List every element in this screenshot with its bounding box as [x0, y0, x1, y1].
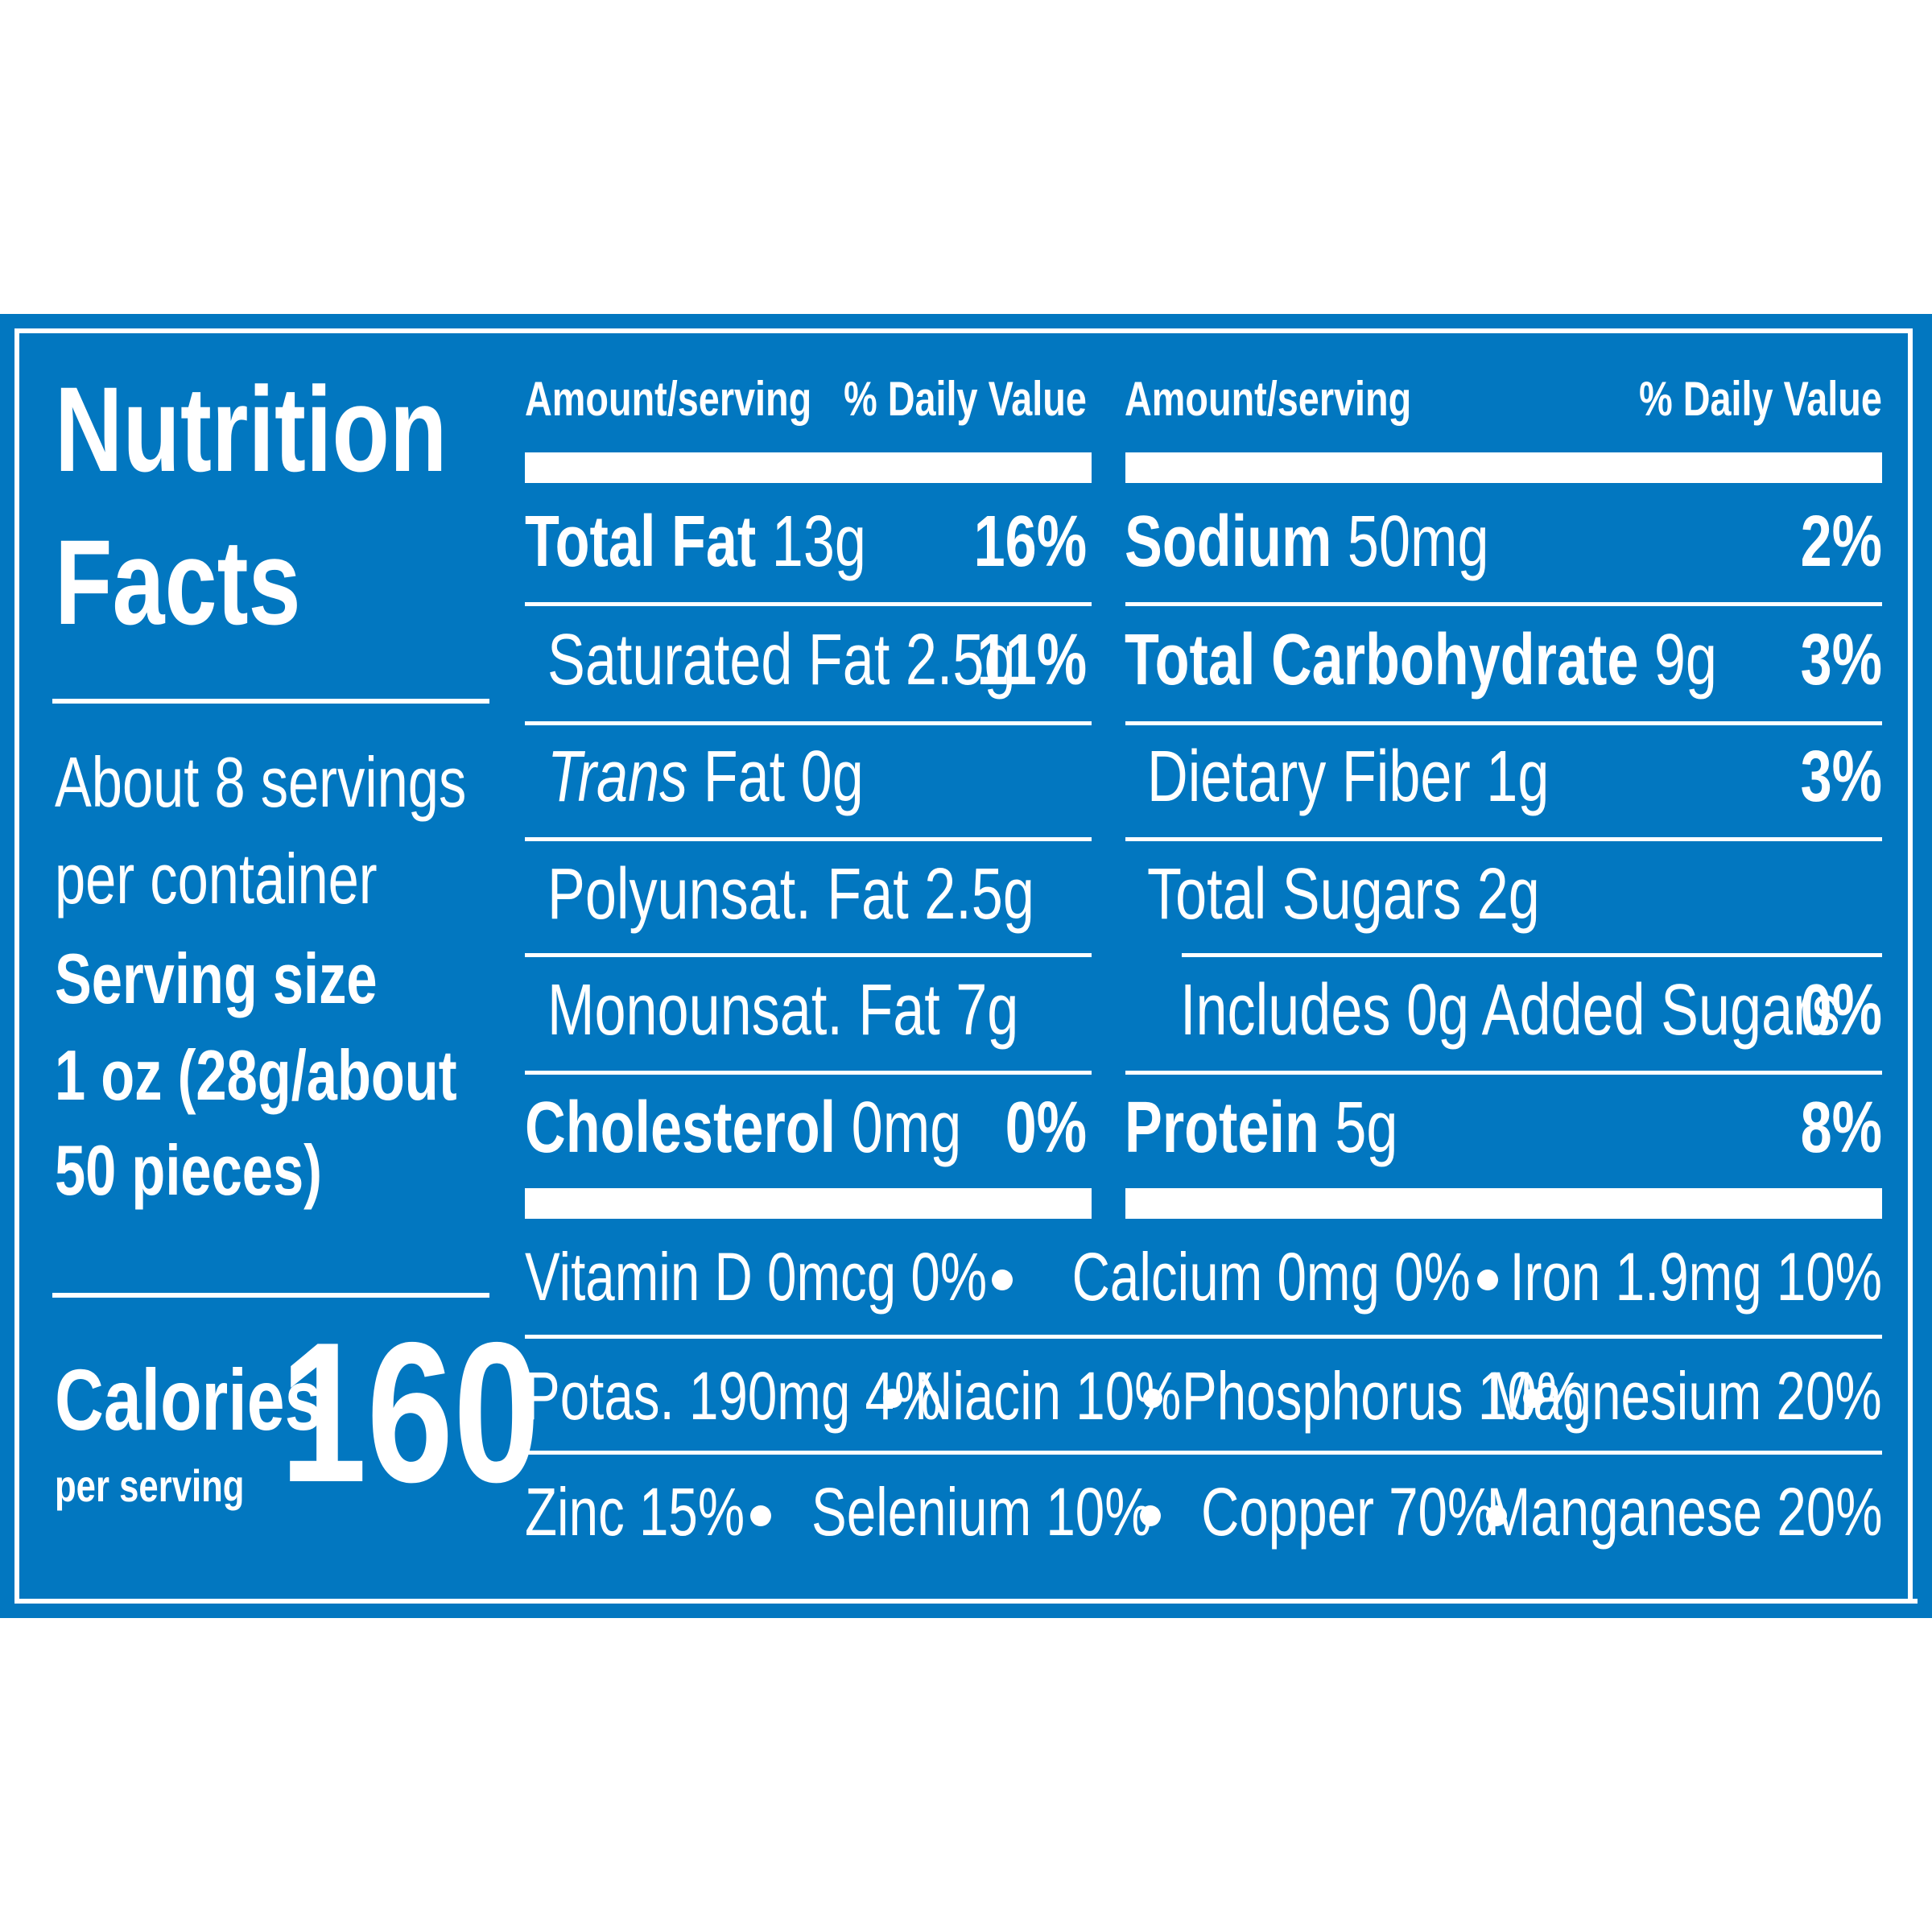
trans-fat-row: Trans Fat 0g: [547, 741, 864, 813]
calories-label: Calories: [55, 1351, 323, 1448]
servings-line1: About 8 servings: [55, 742, 467, 822]
separator-dot: [1523, 1389, 1542, 1408]
rule-left-4: [525, 953, 1092, 957]
added-sugars-dv: 0%: [1800, 970, 1882, 1051]
separator-dot: [992, 1269, 1013, 1290]
cholesterol-amount: 0mg: [851, 1088, 962, 1168]
separator-dot: [750, 1505, 771, 1526]
header-dv-right: % Daily Value: [1639, 372, 1882, 426]
header-dv-left: % Daily Value: [844, 372, 1087, 426]
magnesium: Magnesium 20%: [1488, 1358, 1882, 1434]
trans-fat-rest: Fat 0g: [703, 737, 864, 817]
total-carb-amount: 9g: [1653, 620, 1717, 700]
separator-dot: [883, 1389, 902, 1408]
header-amount-right: Amount/serving: [1125, 372, 1412, 426]
rule-left-5: [525, 1071, 1092, 1075]
header-thick-rule-left: [525, 452, 1092, 483]
total-fat-dv: 16%: [973, 502, 1087, 582]
total-carb-dv: 3%: [1800, 620, 1882, 700]
sodium-dv: 2%: [1800, 502, 1882, 582]
niacin: Niacin 10%: [914, 1358, 1182, 1434]
monounsat-fat-label: Monounsat. Fat 7g: [547, 970, 1019, 1051]
rule-left-3: [525, 837, 1092, 841]
saturated-fat-dv: 11%: [976, 620, 1087, 700]
nutrition-panel: Nutrition Facts About 8 servings per con…: [0, 314, 1932, 1618]
header-amount-left: Amount/serving: [525, 372, 812, 426]
title-nutrition: Nutrition: [55, 361, 448, 497]
potassium: Potas. 190mg 4%: [525, 1358, 942, 1434]
protein-row: Protein 5g: [1125, 1092, 1397, 1164]
serving-size-label: Serving size: [55, 939, 378, 1018]
vitamin-d: Vitamin D 0mcg 0%: [525, 1239, 988, 1315]
dietary-fiber-dv: 3%: [1800, 737, 1882, 817]
servings-line2: per container: [55, 839, 378, 919]
rule-right-4: [1182, 953, 1882, 957]
total-carb-row: Total Carbohydrate 9g: [1125, 624, 1717, 696]
rule-right-5: [1125, 1071, 1882, 1075]
iron: Iron 1.9mg 10%: [1509, 1239, 1882, 1315]
cholesterol-label: Cholesterol: [525, 1088, 836, 1168]
title-facts: Facts: [55, 514, 301, 650]
added-sugars-label: Includes 0g Added Sugars: [1180, 970, 1840, 1051]
rule-left-2: [525, 721, 1092, 725]
protein-amount: 5g: [1335, 1088, 1398, 1168]
calories-value: 160: [280, 1300, 540, 1524]
cholesterol-row: Cholesterol 0mg: [525, 1092, 961, 1164]
saturated-fat-label: Saturated Fat 2.5g: [547, 620, 1016, 700]
rule-right-3: [1125, 837, 1882, 841]
serving-size-line2: 50 pieces): [55, 1130, 322, 1210]
copper: Copper 70%: [1201, 1474, 1495, 1550]
protein-dv: 8%: [1800, 1088, 1882, 1168]
separator-dot: [1477, 1269, 1498, 1290]
calcium: Calcium 0mg 0%: [1071, 1239, 1471, 1315]
rule-right-1: [1125, 602, 1882, 606]
rule-left-1: [525, 602, 1092, 606]
serving-rule: [52, 1293, 489, 1298]
rule-right-2: [1125, 721, 1882, 725]
trans-fat-italic: Trans: [547, 737, 688, 817]
header-thick-rule-right: [1125, 452, 1882, 483]
separator-dot: [1143, 1389, 1162, 1408]
total-sugars-label: Total Sugars 2g: [1147, 854, 1540, 935]
vitamin-rule-2: [525, 1451, 1882, 1455]
panel-bottom-rule: [14, 1599, 1918, 1604]
sodium-row: Sodium 50mg: [1125, 506, 1489, 578]
calories-subtext: per serving: [55, 1460, 245, 1511]
total-carb-label: Total Carbohydrate: [1125, 620, 1639, 700]
manganese: Manganese 20%: [1486, 1474, 1882, 1550]
sodium-label: Sodium: [1125, 502, 1332, 582]
polyunsat-fat-label: Polyunsat. Fat 2.5g: [547, 854, 1034, 935]
selenium: Selenium 10%: [811, 1474, 1152, 1550]
vitamin-rule-1: [525, 1335, 1882, 1339]
total-fat-row: Total Fat 13g: [525, 506, 866, 578]
sodium-amount: 50mg: [1347, 502, 1489, 582]
phosphorus: Phosphorus 10%: [1182, 1358, 1584, 1434]
protein-label: Protein: [1125, 1088, 1319, 1168]
panel-frame: [14, 328, 1913, 1604]
serving-size-line1: 1 oz (28g/about: [55, 1035, 457, 1115]
title-rule: [52, 699, 489, 704]
total-fat-label: Total Fat: [525, 502, 757, 582]
zinc: Zinc 15%: [525, 1474, 745, 1550]
cholesterol-dv: 0%: [1005, 1088, 1087, 1168]
separator-dot: [1140, 1505, 1161, 1526]
total-fat-amount: 13g: [771, 502, 866, 582]
bottom-thick-rule-right: [1125, 1188, 1882, 1219]
bottom-thick-rule-left: [525, 1188, 1092, 1219]
dietary-fiber-label: Dietary Fiber 1g: [1147, 737, 1550, 817]
separator-dot: [1486, 1505, 1507, 1526]
